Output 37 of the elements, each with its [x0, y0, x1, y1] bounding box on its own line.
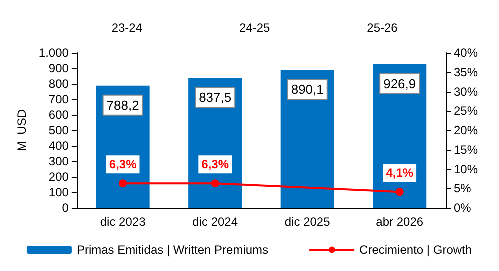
y2-tick-label: 5%: [454, 182, 472, 196]
x-tick-label: dic 2023: [100, 215, 146, 229]
data-label: 4,1%: [386, 166, 414, 180]
x-tick-label: abr 2026: [376, 215, 424, 229]
text: 25-26: [367, 21, 398, 35]
y-tick-label: 800: [48, 77, 70, 91]
y2-tick-label: 35%: [454, 65, 478, 80]
y-axis-title: M USD: [15, 109, 29, 152]
data-label: 890,1: [291, 82, 324, 98]
legend-label: Primas Emitidas | Written Premiums: [76, 243, 269, 257]
y2-tick-label: 10%: [454, 162, 478, 176]
y-tick-label: 100: [48, 186, 70, 200]
y2-tick-label: 15%: [454, 142, 478, 157]
data-label: 788,2: [106, 98, 140, 113]
y-tick-label: 1.000: [38, 46, 70, 60]
y-tick-label: 400: [48, 139, 70, 153]
data-label: 6,3%: [202, 158, 230, 172]
y-tick-label: 0: [62, 201, 70, 215]
y2-tick-label: 40%: [454, 46, 478, 60]
y2-tick-label: 20%: [454, 124, 478, 138]
y-tick-label: 200: [48, 170, 70, 184]
y2-tick-label: 30%: [454, 84, 478, 99]
data-label: 6,3%: [109, 158, 138, 172]
y-tick-label: 300: [48, 154, 70, 168]
y-tick-label: 700: [48, 92, 70, 106]
data-label: 837,5: [199, 90, 232, 106]
text: 23-24: [112, 21, 143, 35]
y-tick-label: 900: [48, 62, 70, 76]
text: 24-25: [240, 21, 271, 35]
legend-label: Crecimiento | Growth: [360, 243, 472, 257]
x-tick-label: dic 2024: [192, 215, 238, 229]
y-tick-label: 600: [48, 108, 70, 122]
y2-tick-label: 25%: [454, 104, 478, 118]
y-tick-label: 500: [48, 124, 70, 138]
data-label: 926,9: [384, 76, 416, 92]
x-tick-label: dic 2025: [284, 215, 331, 229]
y2-tick-label: 0%: [454, 201, 472, 215]
